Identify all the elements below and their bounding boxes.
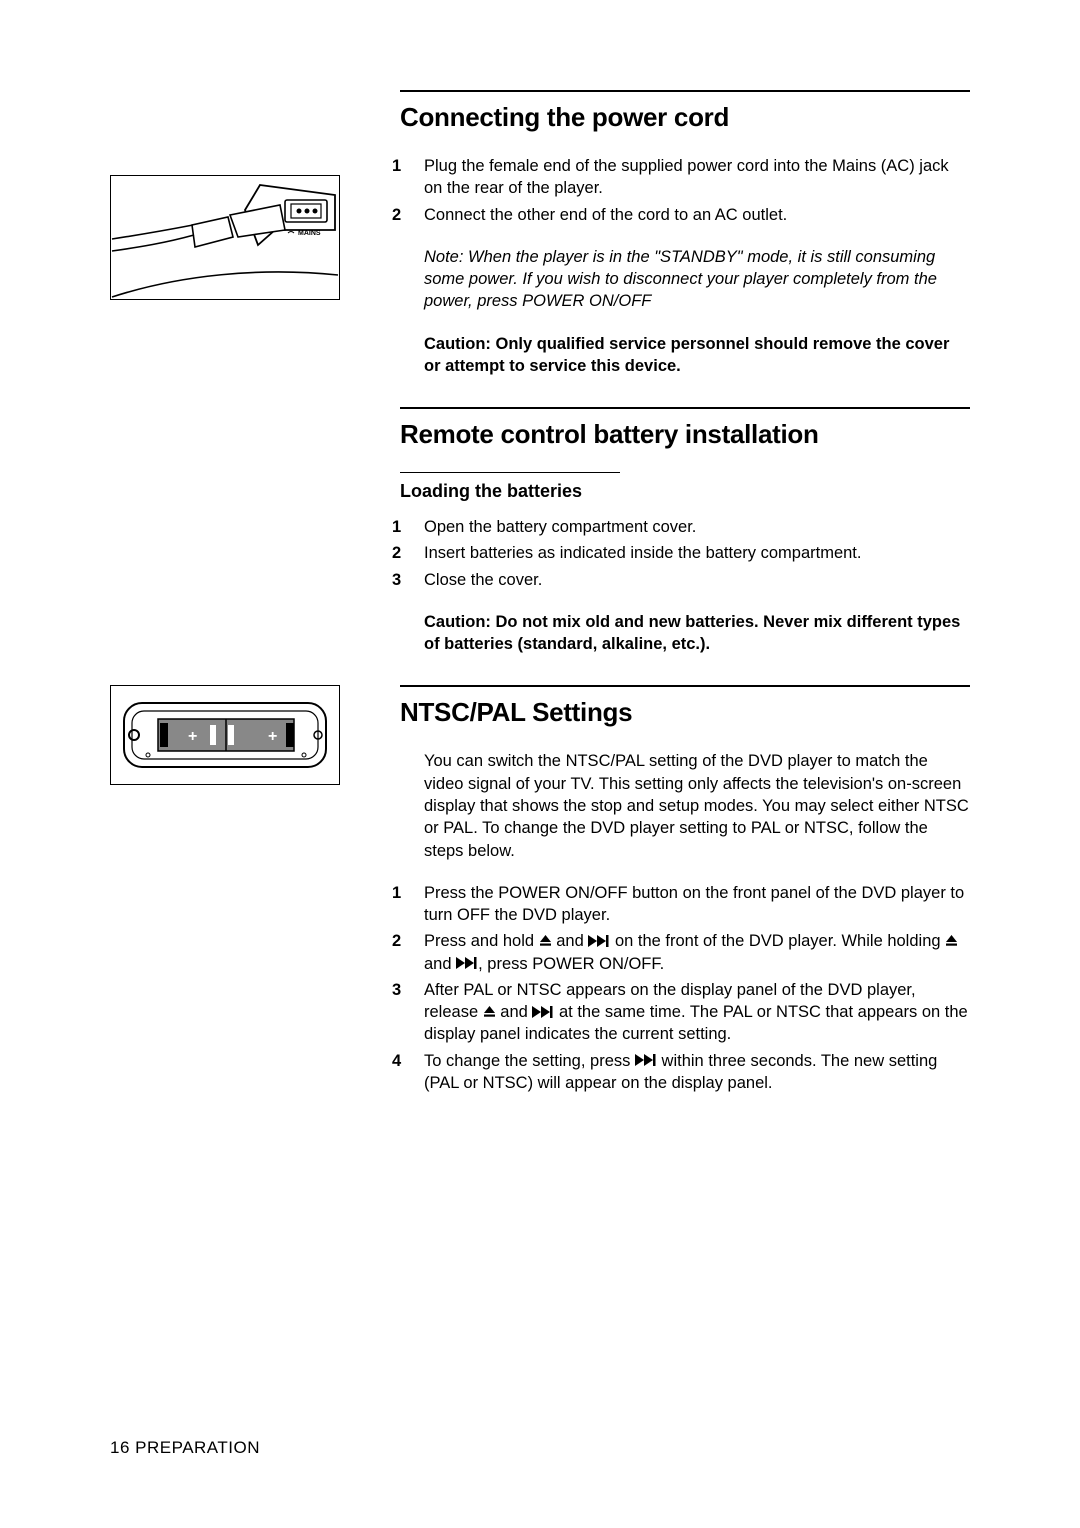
section-rule — [400, 407, 970, 409]
eject-icon — [945, 934, 958, 947]
note-standby: Note: When the player is in the "STANDBY… — [424, 246, 970, 313]
subheading-loading-batteries: Loading the batteries — [400, 481, 970, 502]
step-text: Press the POWER ON/OFF button on the fro… — [424, 884, 964, 924]
step-item: 1Plug the female end of the supplied pow… — [400, 155, 970, 200]
step-item: 4 To change the setting, press within th… — [400, 1050, 970, 1095]
eject-icon — [483, 1005, 496, 1018]
section-ntsc-pal: NTSC/PAL Settings You can switch the NTS… — [400, 685, 970, 1094]
step-text-part: Press and hold — [424, 932, 539, 950]
step-text-part: and — [424, 955, 456, 973]
sub-rule — [400, 472, 620, 473]
step-text: Insert batteries as indicated inside the… — [424, 544, 861, 562]
step-item: 3Close the cover. — [400, 569, 970, 591]
illustration-remote-batteries: + + — [110, 680, 340, 790]
step-text: Connect the other end of the cord to an … — [424, 206, 787, 224]
steps-batteries: 1Open the battery compartment cover. 2In… — [400, 516, 970, 591]
caution-service: Caution: Only qualified service personne… — [424, 333, 970, 378]
svg-text:MAINS: MAINS — [298, 230, 321, 237]
steps-power-cord: 1Plug the female end of the supplied pow… — [400, 155, 970, 226]
step-text-part: and — [496, 1003, 533, 1021]
step-item: 1Press the POWER ON/OFF button on the fr… — [400, 882, 970, 927]
caution-batteries: Caution: Do not mix old and new batterie… — [424, 611, 970, 656]
section-connecting-power-cord: Connecting the power cord 1Plug the fema… — [400, 90, 970, 377]
next-forward-icon — [456, 957, 478, 969]
eject-icon — [539, 934, 552, 947]
intro-ntsc-pal: You can switch the NTSC/PAL setting of t… — [424, 750, 970, 861]
steps-ntsc-pal: 1Press the POWER ON/OFF button on the fr… — [400, 882, 970, 1094]
step-item: 2Insert batteries as indicated inside th… — [400, 542, 970, 564]
heading-connecting-power: Connecting the power cord — [400, 102, 970, 133]
next-forward-icon — [532, 1006, 554, 1018]
section-remote-batteries: Remote control battery installation Load… — [400, 407, 970, 655]
svg-text:+: + — [268, 728, 277, 745]
step-text-part: , press POWER ON/OFF. — [478, 955, 664, 973]
step-text: Plug the female end of the supplied powe… — [424, 157, 949, 197]
illustration-power-cord: MAINS — [110, 175, 340, 300]
step-text-part: on the front of the DVD player. While ho… — [610, 932, 945, 950]
next-forward-icon — [588, 935, 610, 947]
next-forward-icon — [635, 1054, 657, 1066]
step-text-part: and — [552, 932, 589, 950]
section-rule — [400, 685, 970, 687]
step-item: 3 After PAL or NTSC appears on the displ… — [400, 979, 970, 1046]
svg-text:+: + — [188, 728, 197, 745]
step-text: Close the cover. — [424, 571, 542, 589]
step-item: 1Open the battery compartment cover. — [400, 516, 970, 538]
heading-ntsc-pal: NTSC/PAL Settings — [400, 697, 970, 728]
step-text: Open the battery compartment cover. — [424, 518, 696, 536]
heading-remote-batteries: Remote control battery installation — [400, 419, 970, 450]
footer-page-number: 16 — [110, 1438, 130, 1457]
page-footer: 16 PREPARATION — [110, 1438, 260, 1458]
section-rule — [400, 90, 970, 92]
step-text-part: To change the setting, press — [424, 1052, 635, 1070]
step-item: 2Connect the other end of the cord to an… — [400, 204, 970, 226]
footer-section-name: PREPARATION — [135, 1438, 260, 1457]
step-item: 2 Press and hold and on the front of the… — [400, 930, 970, 975]
